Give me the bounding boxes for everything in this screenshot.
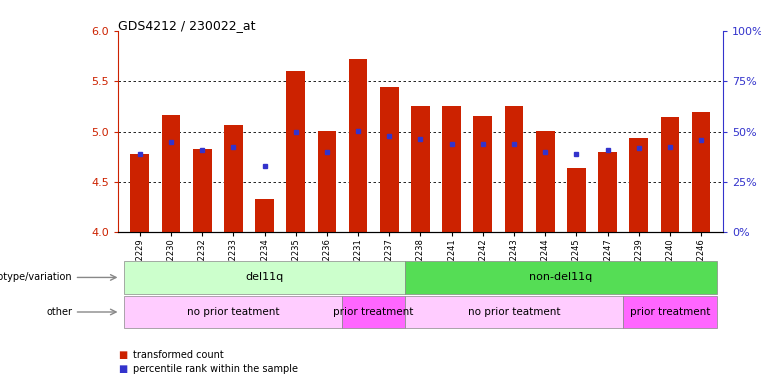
Bar	[629, 137, 648, 232]
Bar	[661, 118, 680, 232]
Text: non-del11q: non-del11q	[529, 272, 592, 283]
Bar	[286, 71, 305, 232]
Text: transformed count: transformed count	[133, 350, 224, 360]
Bar	[349, 59, 368, 232]
Text: percentile rank within the sample: percentile rank within the sample	[133, 364, 298, 374]
Bar	[224, 126, 243, 232]
Bar	[130, 154, 149, 232]
Text: no prior teatment: no prior teatment	[187, 307, 279, 317]
Bar	[505, 106, 524, 232]
Bar	[161, 115, 180, 232]
Bar	[255, 199, 274, 232]
Text: ■: ■	[118, 364, 127, 374]
Bar	[692, 113, 711, 232]
Text: ■: ■	[118, 350, 127, 360]
Bar	[473, 116, 492, 232]
Text: other: other	[46, 307, 72, 317]
Text: no prior teatment: no prior teatment	[468, 307, 560, 317]
Bar	[193, 149, 212, 232]
Text: del11q: del11q	[245, 272, 284, 283]
Bar	[598, 152, 617, 232]
Bar	[380, 87, 399, 232]
Bar	[411, 106, 430, 232]
Text: genotype/variation: genotype/variation	[0, 272, 72, 283]
Text: prior treatment: prior treatment	[630, 307, 710, 317]
Bar	[317, 131, 336, 232]
Text: prior treatment: prior treatment	[333, 307, 414, 317]
Text: GDS4212 / 230022_at: GDS4212 / 230022_at	[118, 19, 256, 32]
Bar	[442, 106, 461, 232]
Bar	[536, 131, 555, 232]
Bar	[567, 168, 586, 232]
